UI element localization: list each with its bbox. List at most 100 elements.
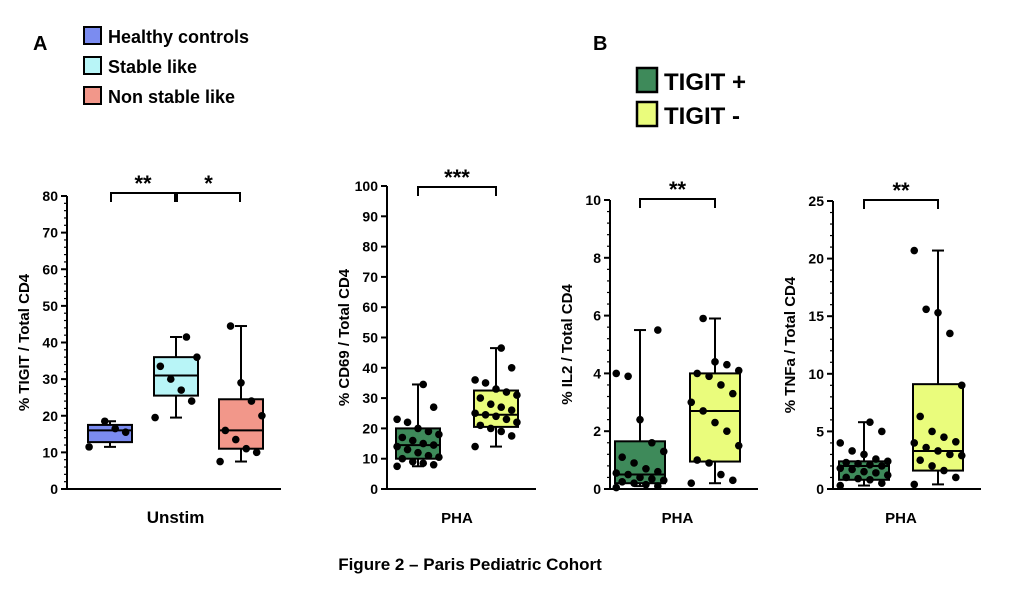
data-point xyxy=(486,400,495,408)
data-point xyxy=(928,462,936,470)
y-tick-label: 25 xyxy=(808,193,824,209)
y-tick-label: 50 xyxy=(42,298,58,314)
significance-bracket xyxy=(863,199,939,209)
data-point xyxy=(624,470,632,479)
data-point xyxy=(476,421,485,430)
significance-label: ** xyxy=(892,178,910,203)
data-point xyxy=(878,479,886,488)
data-point xyxy=(497,427,506,436)
panel-a-letter: A xyxy=(33,33,47,55)
data-point xyxy=(952,473,960,482)
y-axis-label: % TIGIT / Total CD4 xyxy=(16,273,33,411)
legend-a: Healthy controls Stable like Non stable … xyxy=(83,26,249,107)
data-point xyxy=(729,389,737,398)
legend-label-stable-like: Stable like xyxy=(108,57,197,77)
data-point xyxy=(659,447,668,456)
data-point xyxy=(957,381,966,390)
y-tick-label: 6 xyxy=(593,308,601,324)
data-point xyxy=(687,398,696,407)
data-point xyxy=(414,424,422,433)
y-tick-label: 15 xyxy=(808,308,824,324)
data-point xyxy=(121,428,130,437)
significance-label: * xyxy=(204,171,213,196)
data-point xyxy=(705,372,713,381)
y-tick-label: 0 xyxy=(816,481,824,497)
box-iqr xyxy=(689,372,741,463)
data-point xyxy=(166,375,175,383)
data-point xyxy=(408,436,417,445)
chart-panel-4: 0 5 10 15 20 25 % TNFa / Total CD4 PHA ** xyxy=(782,178,981,527)
data-point xyxy=(934,308,942,317)
data-point xyxy=(492,385,500,393)
data-point xyxy=(429,403,438,411)
chart-panel-3: 0 2 4 6 8 10 % IL2 / Total CD4 PHA ** xyxy=(559,177,758,527)
y-tick-label: 80 xyxy=(362,239,378,255)
data-point xyxy=(429,441,438,449)
data-point xyxy=(717,470,725,479)
data-point xyxy=(216,457,224,466)
data-point xyxy=(711,418,719,427)
data-point xyxy=(836,464,845,473)
significance-label: *** xyxy=(444,165,470,190)
legend-swatch-stable-like xyxy=(83,56,102,75)
data-point xyxy=(618,477,626,486)
data-point xyxy=(854,474,862,483)
legend-label-tigit-minus: TIGIT - xyxy=(664,103,740,130)
data-point xyxy=(435,430,443,439)
data-point xyxy=(705,459,713,467)
data-point xyxy=(156,362,165,371)
data-point xyxy=(231,435,240,444)
box-iqr xyxy=(912,383,964,472)
data-point xyxy=(424,451,433,460)
data-point xyxy=(872,469,880,477)
data-point xyxy=(836,481,845,490)
significance-label: ** xyxy=(134,171,152,196)
y-tick-label: 40 xyxy=(42,335,58,351)
legend-b: TIGIT + TIGIT - xyxy=(635,66,746,130)
data-point xyxy=(242,444,251,453)
data-point xyxy=(408,457,417,466)
y-tick-label: 10 xyxy=(585,192,601,208)
data-point xyxy=(654,467,662,476)
data-point xyxy=(729,476,737,485)
data-point xyxy=(429,460,438,469)
data-point xyxy=(226,322,235,330)
legend-swatch-tigit-plus xyxy=(635,66,659,94)
y-tick-label: 0 xyxy=(593,481,601,497)
y-tick-label: 20 xyxy=(42,408,58,424)
data-point xyxy=(435,453,443,461)
y-tick-label: 5 xyxy=(816,423,824,439)
data-point xyxy=(842,458,850,467)
data-point xyxy=(940,466,948,475)
box-tigit xyxy=(687,314,743,488)
data-point xyxy=(419,459,428,468)
y-tick-label: 60 xyxy=(362,299,378,315)
data-point xyxy=(854,459,862,468)
data-point xyxy=(957,451,966,460)
y-tick-label: 70 xyxy=(362,269,378,285)
data-point xyxy=(85,443,93,451)
x-axis-label: PHA xyxy=(885,510,917,527)
box-non-stable-like xyxy=(216,322,266,466)
data-point xyxy=(734,441,743,450)
data-point xyxy=(636,415,644,424)
data-point xyxy=(398,433,407,442)
data-point xyxy=(471,376,479,384)
data-point xyxy=(916,412,924,421)
y-tick-label: 10 xyxy=(808,366,824,382)
data-point xyxy=(618,453,626,462)
data-point xyxy=(502,415,511,424)
data-point xyxy=(723,427,731,436)
data-point xyxy=(624,372,632,381)
data-point xyxy=(193,353,201,361)
data-point xyxy=(866,475,874,484)
data-point xyxy=(237,378,245,387)
data-point xyxy=(612,369,621,378)
y-tick-label: 4 xyxy=(593,365,601,381)
data-point xyxy=(612,483,621,492)
data-point xyxy=(946,450,954,459)
y-tick-label: 100 xyxy=(355,178,379,194)
significance-bracket xyxy=(110,192,176,202)
data-point xyxy=(734,366,743,375)
